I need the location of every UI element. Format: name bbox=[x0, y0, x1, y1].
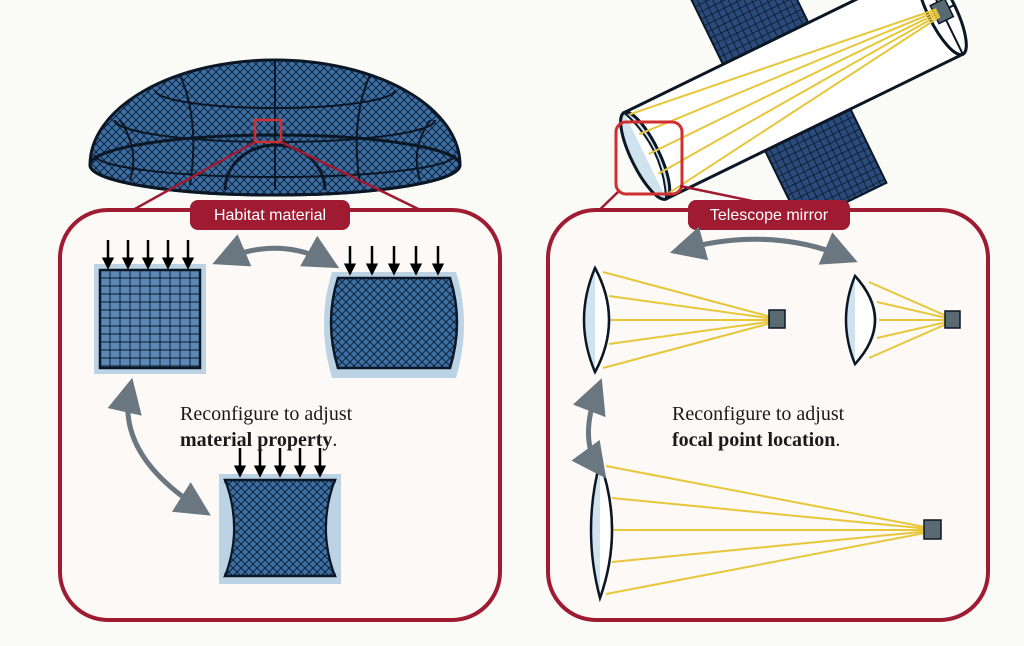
dome-habitat bbox=[90, 60, 460, 195]
left-caption-bold: material property bbox=[180, 429, 332, 451]
left-badge: Habitat material bbox=[190, 200, 350, 230]
left-group: Habitat material bbox=[60, 60, 500, 620]
svg-text:material property.: material property. bbox=[180, 429, 337, 451]
right-caption-line1: Reconfigure to adjust bbox=[672, 403, 845, 425]
right-badge-label: Telescope mirror bbox=[710, 207, 829, 224]
right-caption-bold: focal point location bbox=[672, 429, 835, 451]
left-caption-end: . bbox=[332, 429, 337, 451]
right-group: Telescope mirror bbox=[548, 0, 1011, 620]
left-caption-line1: Reconfigure to adjust bbox=[180, 403, 353, 425]
svg-text:focal point location.: focal point location. bbox=[672, 429, 840, 451]
diagram-root: Habitat material bbox=[0, 0, 1024, 646]
left-badge-label: Habitat material bbox=[214, 207, 326, 224]
right-badge: Telescope mirror bbox=[688, 200, 850, 230]
right-caption-end: . bbox=[835, 429, 840, 451]
